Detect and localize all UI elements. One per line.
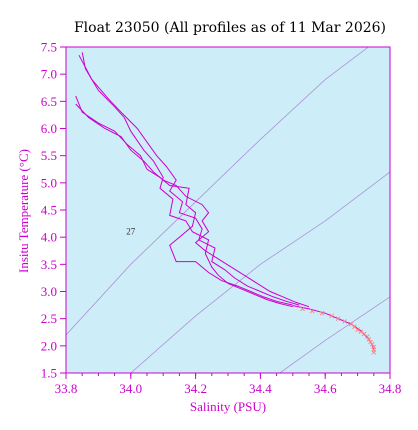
deep-point-6 (342, 319, 347, 324)
deep-point-5 (335, 316, 341, 321)
deep-point-9 (355, 327, 360, 332)
x-tick-label: 34.6 (314, 381, 337, 396)
density-contour-3 (279, 296, 390, 373)
y-tick-label: 6.5 (41, 94, 57, 109)
y-tick-label: 1.5 (41, 366, 57, 381)
y-tick-label: 3.5 (41, 257, 57, 272)
density-contour-2 (130, 171, 390, 373)
y-tick-label: 5.5 (41, 148, 57, 163)
profile-series (75, 52, 375, 351)
profile-line-4 (75, 103, 310, 308)
x-tick-label: 34.8 (379, 381, 402, 396)
axes: 33.8 34.0 34.2 34.4 34.6 34.8 1.5 2.0 2.5 3.0 3.5 4… (41, 40, 402, 397)
deep-point-4 (329, 313, 334, 319)
deep-point-18 (371, 350, 377, 355)
profile-line-2 (78, 54, 300, 306)
y-tick-label: 7.0 (41, 67, 57, 82)
y-tick-label: 4.0 (41, 230, 57, 245)
deep-point-3 (319, 310, 325, 316)
y-tick-label: 2.5 (41, 311, 57, 326)
plot-area (66, 47, 390, 373)
density-contour-1 (66, 47, 370, 336)
y-axis-label: Insitu Temperature (°C) (16, 149, 31, 273)
deep-point-1 (300, 306, 305, 312)
y-tick-label: 3.0 (41, 284, 57, 299)
x-tick-label: 33.8 (55, 381, 78, 396)
deep-points (300, 306, 377, 355)
y-tick-label: 6.0 (41, 121, 57, 136)
deep-point-12 (365, 334, 370, 339)
y-tick-label: 4.5 (41, 203, 57, 218)
deep-point-10 (358, 329, 364, 335)
x-axis-label: Salinity (PSU) (190, 399, 266, 414)
y-tick-label: 5.0 (41, 175, 57, 190)
y-tick-label: 7.5 (41, 40, 57, 55)
contour-label: 27 (126, 226, 136, 236)
deep-point-13 (366, 336, 372, 342)
x-tick-label: 34.4 (249, 381, 272, 396)
x-tick-label: 34.2 (184, 381, 207, 396)
density-contours: 27 (66, 47, 390, 373)
y-tick-label: 2.0 (41, 338, 57, 353)
deep-point-15 (369, 341, 375, 347)
profile-line-1 (81, 52, 293, 308)
deep-point-2 (309, 308, 315, 314)
x-tick-label: 34.0 (119, 381, 142, 396)
chart-title: Float 23050 (All profiles as of 11 Mar 2… (74, 20, 386, 36)
